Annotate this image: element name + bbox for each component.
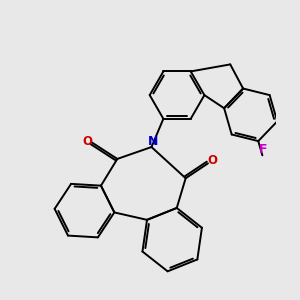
Text: F: F (259, 143, 267, 156)
Text: O: O (207, 154, 218, 167)
Text: N: N (148, 135, 158, 148)
Text: O: O (82, 135, 93, 148)
